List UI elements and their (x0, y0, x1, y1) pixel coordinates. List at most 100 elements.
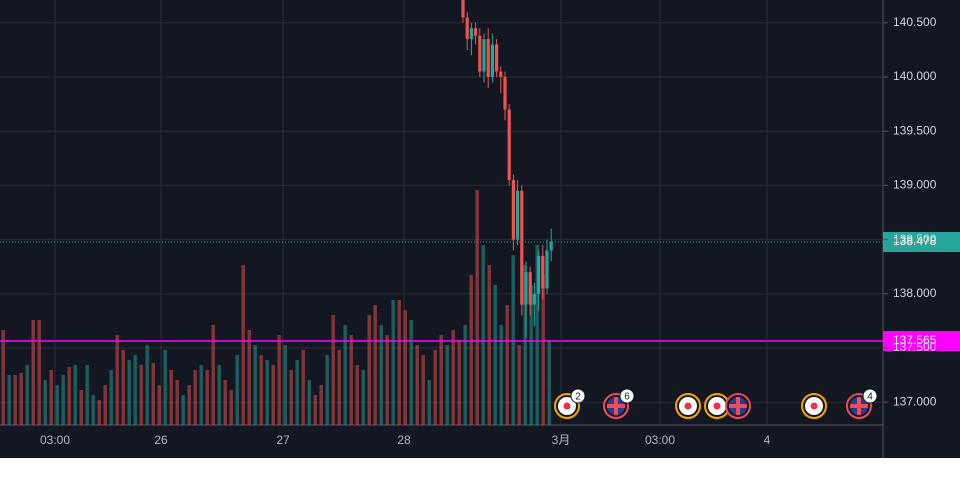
candle-body (465, 17, 469, 40)
y-tick-label: 138.000 (893, 286, 937, 300)
volume-bar (121, 350, 125, 425)
volume-bar (103, 385, 107, 425)
candle-body (537, 255, 541, 294)
volume-bar (445, 345, 449, 425)
candle-body (507, 109, 511, 180)
event-badge (570, 388, 586, 404)
volume-bar (1, 330, 5, 425)
volume-bar (517, 345, 521, 425)
volume-bar (511, 255, 515, 425)
flag-cross-v (614, 397, 618, 415)
y-tick-label: 138.500 (893, 232, 937, 246)
event-count: 4 (867, 392, 873, 403)
volume-bar (115, 335, 119, 425)
volume-bar (283, 345, 287, 425)
y-tick-label: 140.500 (893, 15, 937, 29)
volume-bar (7, 375, 11, 425)
price-label: 137.565 (893, 333, 937, 347)
volume-bar (79, 390, 83, 425)
volume-bar (343, 325, 347, 425)
volume-bar (271, 365, 275, 425)
volume-bar (331, 315, 335, 425)
volume-bar (499, 325, 503, 425)
volume-bar (223, 380, 227, 425)
candle-body (545, 250, 549, 289)
event-badge (619, 388, 635, 404)
volume-bar (355, 365, 359, 425)
flag-sun (810, 402, 818, 410)
volume-bar (151, 363, 155, 425)
candle-body (528, 272, 532, 305)
price-label: 138.478 (893, 234, 937, 248)
x-tick-label: 03:00 (645, 433, 675, 447)
candle-body (503, 76, 507, 110)
volume-bar (313, 395, 317, 425)
volume-bar (169, 370, 173, 425)
volume-bar (325, 355, 329, 425)
volume-bar (49, 370, 53, 425)
volume-bar (55, 385, 59, 425)
volume-bar (475, 190, 479, 425)
volume-bar (307, 380, 311, 425)
volume-bar (163, 350, 167, 425)
volume-bar (31, 320, 35, 425)
volume-bar (13, 375, 17, 425)
volume-bar (193, 370, 197, 425)
candle-body (474, 28, 478, 36)
volume-bar (391, 300, 395, 425)
volume-bar (37, 320, 41, 425)
volume-bar (139, 365, 143, 425)
volume-bar (427, 380, 431, 425)
volume-bar (505, 305, 509, 425)
candle-body (495, 44, 499, 72)
volume-bar (259, 355, 263, 425)
volume-bar (145, 345, 149, 425)
volume-bar (403, 310, 407, 425)
volume-bar (127, 360, 131, 425)
x-tick-label: 3月 (552, 433, 571, 447)
volume-bar (241, 265, 245, 425)
x-tick-label: 28 (397, 433, 411, 447)
volume-bar (277, 335, 281, 425)
event-count: 2 (575, 392, 581, 403)
flag-sun (713, 402, 721, 410)
volume-bar (319, 385, 323, 425)
candle-body (516, 190, 520, 240)
volume-bar (337, 350, 341, 425)
volume-bar (523, 265, 527, 425)
candle-body (486, 39, 490, 77)
candle-body (541, 255, 545, 289)
volume-bar (181, 395, 185, 425)
volume-bar (67, 367, 71, 425)
volume-bar (301, 350, 305, 425)
overlay: 138.478 137.565 2 6 4 (0, 231, 960, 419)
volume-bar (187, 385, 191, 425)
volume-bar (289, 370, 293, 425)
volume-bar (535, 245, 539, 425)
volume-bar (229, 390, 233, 425)
volume-bar (415, 345, 419, 425)
candle-body (511, 179, 515, 240)
volume-bar (91, 395, 95, 425)
x-tick-label: 4 (764, 433, 771, 447)
x-tick-label: 27 (276, 433, 290, 447)
volume-bar (379, 325, 383, 425)
volume-bar (439, 335, 443, 425)
candles (461, 0, 553, 338)
volume-bar (487, 265, 491, 425)
candle-body (490, 44, 494, 77)
volume-bar (205, 370, 209, 425)
y-tick-label: 139.000 (893, 178, 937, 192)
volume-bar (157, 385, 161, 425)
volume-bar (469, 275, 473, 425)
candle-body (520, 190, 524, 305)
volume-bar (217, 365, 221, 425)
volume-bar (541, 275, 545, 425)
event-count: 6 (624, 392, 630, 403)
y-tick-label: 137.000 (893, 394, 937, 408)
volume-bar (463, 325, 467, 425)
volume-bar (397, 300, 401, 425)
event-badge (862, 388, 878, 404)
volume-bar (73, 365, 77, 425)
